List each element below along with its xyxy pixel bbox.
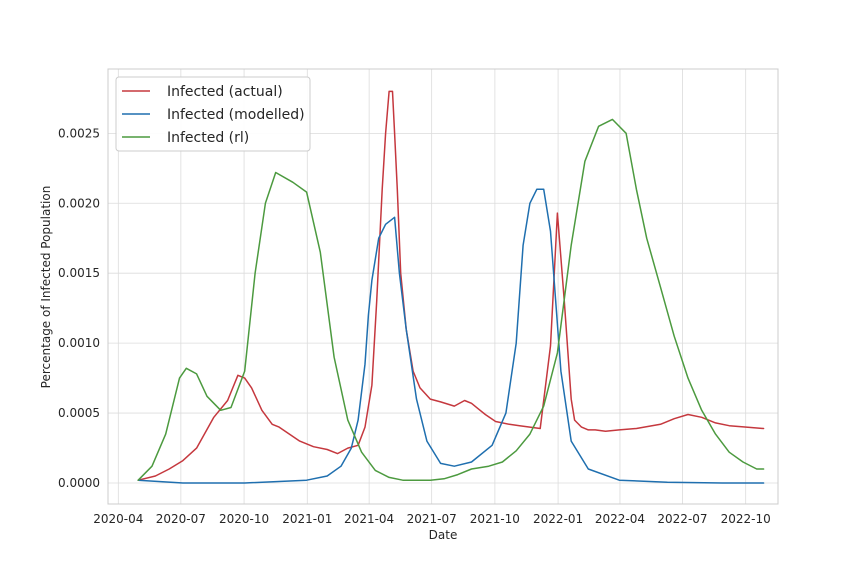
x-tick-label: 2020-10 — [219, 512, 269, 526]
y-tick-label: 0.0025 — [58, 126, 100, 140]
x-tick-label: 2020-07 — [156, 512, 206, 526]
y-tick-label: 0.0020 — [58, 196, 100, 210]
x-tick-label: 2021-04 — [344, 512, 394, 526]
x-axis-label: Date — [429, 528, 458, 542]
legend-label: Infected (rl) — [167, 130, 249, 146]
plot-frame — [107, 68, 779, 505]
series-line-2 — [137, 188, 765, 484]
y-tick-label: 0.0015 — [58, 266, 100, 280]
x-tick-label: 2022-01 — [533, 512, 583, 526]
y-tick-label: 0.0010 — [58, 336, 100, 350]
legend: Infected (actual) Infected (modelled) Infe… — [115, 76, 311, 152]
x-tick-label: 2021-07 — [407, 512, 457, 526]
legend-label: Infected (modelled) — [167, 107, 305, 123]
series-line-1 — [137, 90, 765, 481]
x-tick-label: 2022-07 — [657, 512, 707, 526]
x-tick-label: 2022-10 — [721, 512, 771, 526]
x-tick-label: 2021-10 — [470, 512, 520, 526]
y-axis-label: Percentage of Infected Population — [39, 186, 53, 389]
series-line-3 — [137, 118, 765, 481]
y-tick-labels: 0.0000 0.0005 0.0010 0.0015 0.0020 0.0025 — [58, 126, 100, 490]
x-tick-labels: 2020-04 2020-07 2020-10 2021-01 2021-04 2021-… — [93, 512, 771, 526]
x-tick-label: 2022-04 — [595, 512, 645, 526]
legend-box — [115, 76, 311, 152]
y-tick-label: 0.0000 — [58, 476, 100, 490]
legend-label: Infected (actual) — [167, 84, 283, 100]
y-tick-label: 0.0005 — [58, 406, 100, 420]
series-lines — [137, 90, 765, 484]
x-tick-label: 2020-04 — [93, 512, 143, 526]
x-tick-label: 2021-01 — [282, 512, 332, 526]
